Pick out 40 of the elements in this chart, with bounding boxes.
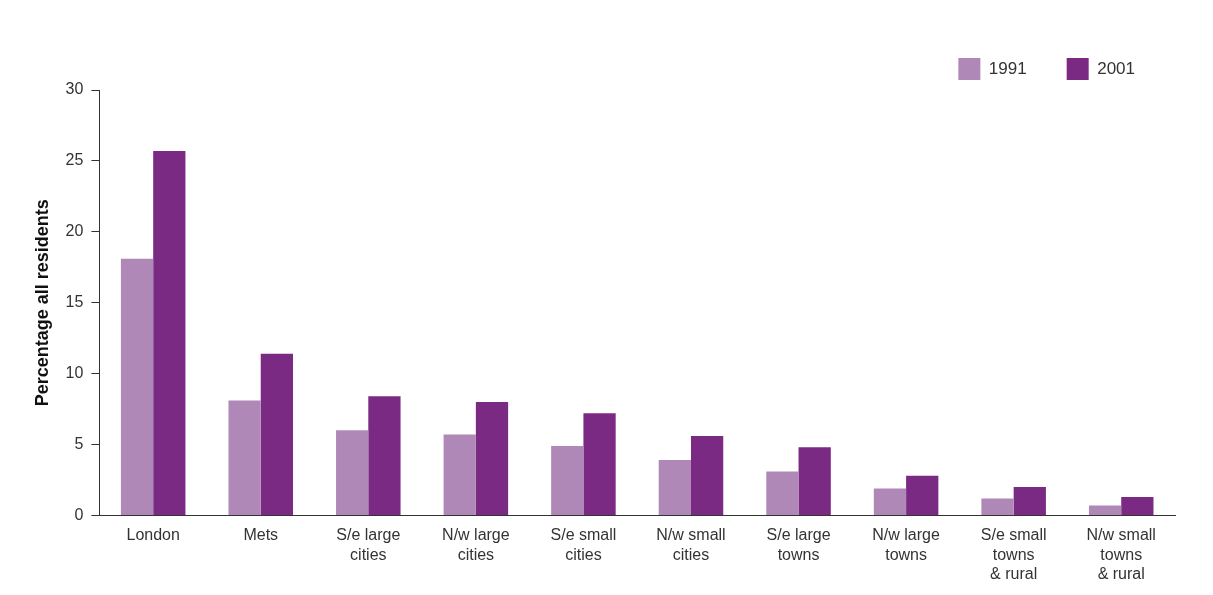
x-tick-label: N/w large cities (442, 526, 510, 563)
legend-label: 2001 (1097, 58, 1136, 78)
x-tick-label: S/e large towns (766, 526, 831, 563)
bar (766, 471, 799, 515)
bar (1088, 505, 1122, 515)
bar (475, 401, 509, 515)
x-tick-label: N/w large towns (872, 526, 940, 563)
x-tick-label: S/e small cities (550, 526, 617, 563)
x-tick-label: London (126, 526, 180, 544)
bar (443, 434, 476, 515)
bar (120, 258, 154, 515)
bar (873, 488, 907, 515)
bar (690, 435, 724, 515)
bar (583, 413, 616, 515)
bar (153, 150, 186, 515)
y-tick-label: 25 (65, 151, 84, 169)
x-tick-label: N/w small towns & rural (1086, 526, 1156, 582)
legend-label: 1991 (988, 58, 1027, 78)
bar (1121, 496, 1154, 515)
y-tick-label: 15 (65, 293, 84, 311)
bar (228, 400, 261, 515)
y-tick-label: 10 (65, 364, 84, 382)
x-tick-label: S/e large cities (336, 526, 401, 563)
bar (551, 445, 584, 515)
bar (798, 447, 831, 515)
bar (368, 396, 401, 515)
y-tick-label: 0 (74, 505, 84, 523)
bar (906, 475, 939, 515)
x-tick-label: N/w small cities (656, 526, 726, 563)
bar (981, 498, 1014, 515)
bar (658, 460, 691, 515)
y-tick-label: 20 (65, 222, 84, 240)
x-tick-label: Mets (243, 526, 279, 544)
bar (260, 353, 294, 515)
y-tick-label: 5 (74, 434, 84, 452)
bar (336, 430, 369, 515)
x-tick-label: S/e small towns & rural (980, 526, 1047, 582)
y-tick-label: 30 (65, 80, 84, 98)
y-axis-title: Percentage all residents (31, 199, 52, 407)
bar (1013, 487, 1046, 515)
